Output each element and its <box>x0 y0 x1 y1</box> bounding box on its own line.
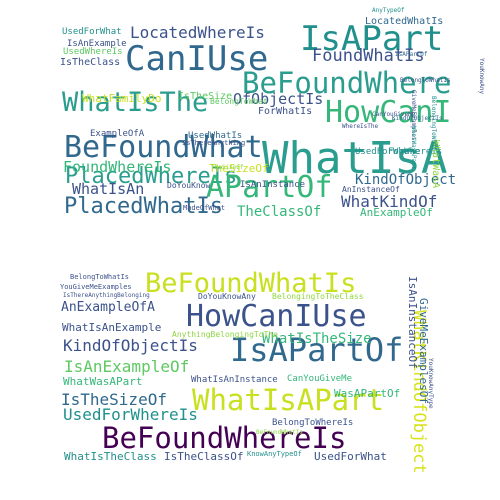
bottom-word: BelongToWhatIs <box>70 273 130 281</box>
top-word: KindOfObject <box>355 172 457 188</box>
bottom-word: YouGiveMeExamples <box>60 283 132 291</box>
top-word: WhatIsAn <box>72 180 145 198</box>
bottom-word: WhatIsAPart <box>192 383 385 417</box>
top-word: FoundWhatIs <box>312 46 425 66</box>
top-word: PlacedWhereIs <box>65 164 238 189</box>
top-word: GiveMeExamples <box>410 90 417 141</box>
top-word: IsAPart <box>300 19 444 59</box>
top-word: AnyTypeOf <box>372 7 405 14</box>
bottom-word: KnowAnyTypeOf <box>247 450 302 458</box>
bottom-word: DoYouKnowAny <box>198 292 256 301</box>
bottom-word: BelongingToTheClass <box>272 292 364 301</box>
top-word: WhatIsThe <box>62 87 209 118</box>
top-word: YouKnowAny <box>478 58 485 95</box>
top-word: OfObjectIs <box>233 90 324 108</box>
top-word: TheSizeOf <box>209 162 269 175</box>
top-word: WhatIsA <box>262 133 448 184</box>
top-word: WhatFamilyDo <box>82 92 162 105</box>
top-word: CanIUse <box>125 39 269 79</box>
bottom-word: BeFoundWhereIs <box>102 421 347 455</box>
bottom-word: WasAPartOf <box>334 387 401 400</box>
bottom-word: IsTheClassOf <box>164 450 244 463</box>
top-word: LocatedWhereIs <box>130 23 265 42</box>
top-word: AnExampleOf <box>360 206 433 219</box>
top-word: IsThereAnything <box>182 139 246 147</box>
top-word: KindOfObjectIs <box>392 115 443 122</box>
bottom-word: WhatIsAnInstance <box>191 375 278 385</box>
bottom-word: WhatIsTheSize <box>262 331 372 347</box>
top-word: WhatKindOf <box>341 192 438 211</box>
top-word: BelongToWhatIs <box>400 77 451 84</box>
top-word: BeFoundWhat <box>64 130 263 165</box>
top-word: UsedWhatIs <box>188 131 243 141</box>
top-word: WhereIsThe <box>342 123 379 130</box>
top-word: LocatedWhatIs <box>365 16 444 27</box>
top-word: UsedWhereIs <box>63 47 123 57</box>
bottom-word: IsAnExampleOf <box>64 357 190 376</box>
bottom-word: HowCanIUse <box>186 299 367 334</box>
bottom-word: WhatIsAnExample <box>62 321 162 334</box>
top-word: UsedForWhat <box>62 27 122 37</box>
bottom-word: UsedForWhat <box>314 450 387 463</box>
top-word: WhatWasAPart <box>410 126 417 170</box>
bottom-word: WhatWasAPart <box>63 375 143 388</box>
bottom-word: BelongToWhereIs <box>272 418 354 428</box>
top-word: MadeOfWhat <box>183 204 226 212</box>
top-word: FoundWhereIs <box>63 158 172 176</box>
bottom-word: YouKnowAnyType <box>427 358 434 409</box>
top-word: IsTheClass <box>60 57 121 68</box>
bottom-word: GiveMeExamplesOf <box>417 298 430 404</box>
top-word: ForWhatIs <box>258 106 313 117</box>
top-word: UsedForWhere <box>355 147 421 157</box>
bottom-word: KindOfObjectIs <box>63 336 198 355</box>
bottom-word: IsThereAnythingBelonging <box>63 292 150 299</box>
top-word: TheClassOf <box>237 204 322 220</box>
top-word: CanYouGiveMe <box>372 111 416 118</box>
top-word: ExampleOfA <box>90 129 145 139</box>
top-word: BelongingToWhat <box>430 96 437 151</box>
bottom-word: WhatIsTheClass <box>64 450 157 463</box>
top-word: HowCanI <box>325 95 452 130</box>
top-word: IsTheSize <box>178 91 233 102</box>
top-word: APartOf <box>206 170 333 205</box>
bottom-word: AnythingBelongingToThe <box>172 330 278 339</box>
top-word: BelongToWhat <box>210 97 268 106</box>
top-word: WhatWasA <box>430 140 441 189</box>
top-word: DoYouKnow <box>167 181 211 190</box>
top-word: BeFoundWhere <box>242 66 452 100</box>
bottom-word: CanYouGiveMe <box>287 374 353 384</box>
bottom-word: IsAPartOf <box>230 331 404 369</box>
top-word: PlacedWhatIs <box>64 194 223 219</box>
bottom-word: IsAnInstanceOf <box>406 276 419 369</box>
word-cloud-bottom: BeFoundWhatIs HowCanIUse IsAPartOf WhatIsAP… <box>0 258 500 500</box>
top-word: IsAnInstance <box>240 180 306 190</box>
bottom-word: IsTheSizeOf <box>61 390 167 409</box>
top-word: TheSizeOf <box>211 164 244 171</box>
bottom-word: UsedForWhereIs <box>63 405 198 424</box>
top-word: ForWhereIs <box>388 147 443 157</box>
bottom-word: AnExampleOfA <box>61 300 155 315</box>
bottom-word: BeFoundWhatIs <box>256 429 303 436</box>
top-word: IsAPartOf <box>395 51 428 58</box>
bottom-word: BeFoundWhatIs <box>145 268 357 299</box>
bottom-word: WhatKindOfObject <box>409 310 429 474</box>
top-word: IsAnExample <box>67 39 127 49</box>
word-cloud-top: CanIUse IsAPart WhatIsThe BeFoundWhere BeFou… <box>0 0 500 240</box>
top-word: AnInstanceOf <box>342 185 400 194</box>
